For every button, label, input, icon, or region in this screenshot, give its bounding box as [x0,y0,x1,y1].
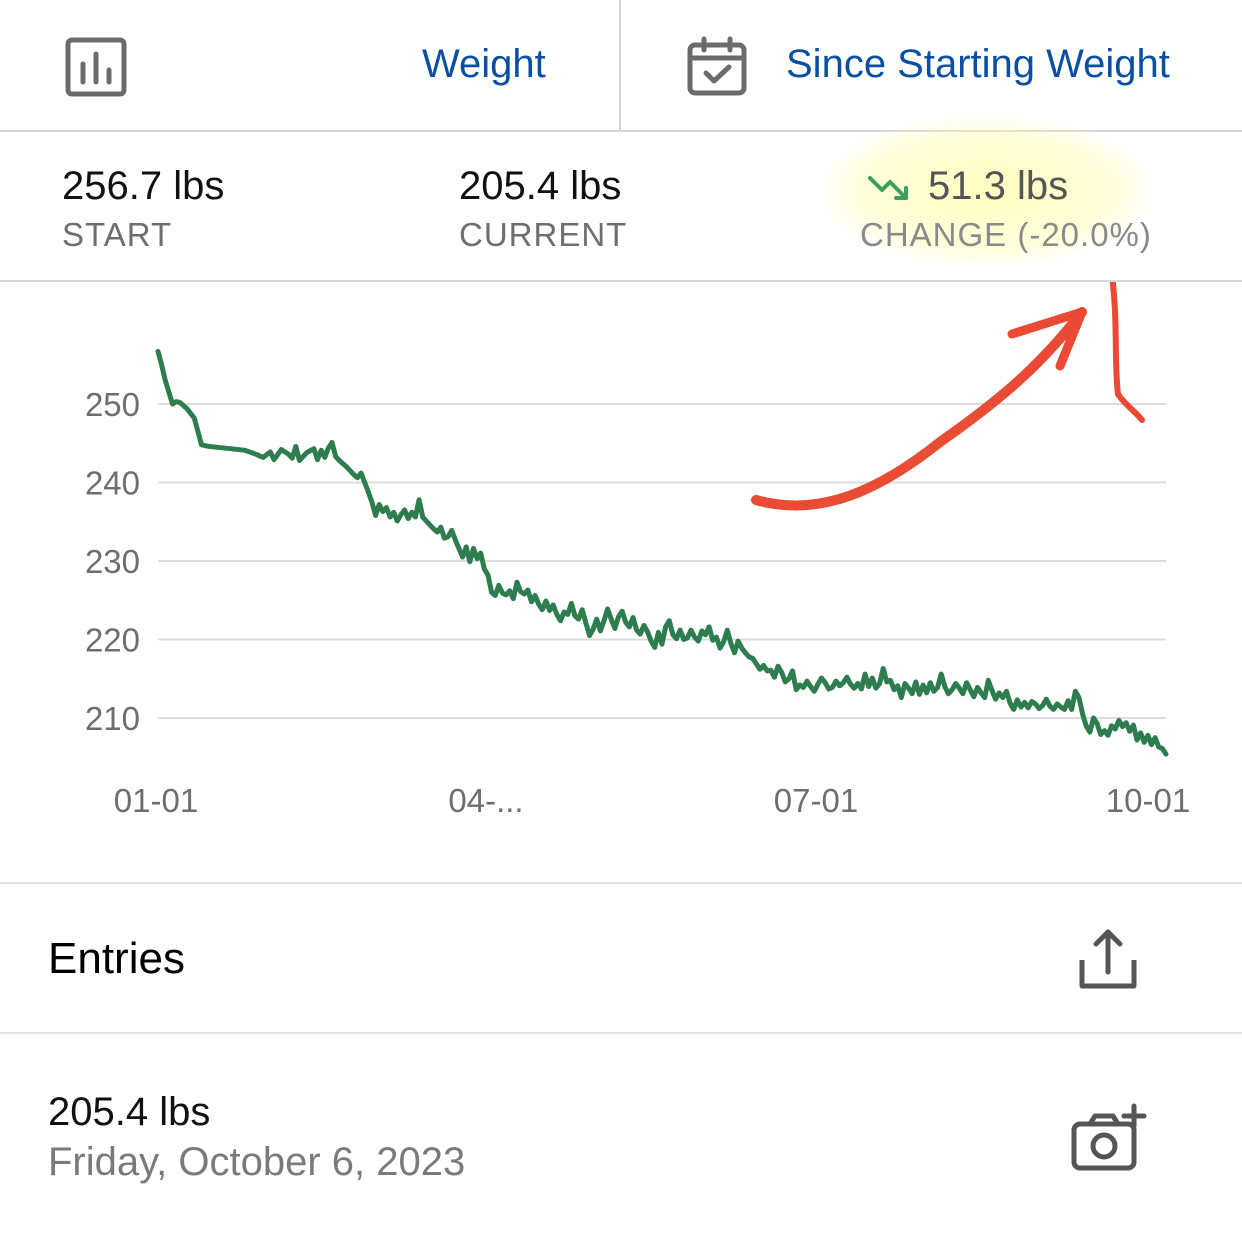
bar-chart-icon[interactable] [64,36,128,98]
y-tick-label: 210 [85,700,140,737]
y-tick-label: 230 [85,543,140,580]
x-tick-label: 07-01 [774,782,858,819]
start-weight-value: 256.7 lbs [62,164,225,208]
metric-selector[interactable]: Weight [422,42,546,86]
y-tick-label: 240 [85,465,140,502]
y-tick-label: 220 [85,622,140,659]
x-tick-label: 01-01 [114,782,198,819]
annotation-arrow [751,282,1145,511]
start-label: START [62,216,173,253]
header-bar: Weight Since Starting Weight [0,0,1242,132]
entries-header: Entries [0,882,1242,1034]
y-tick-label: 250 [85,386,140,423]
entries-title: Entries [48,934,185,983]
highlighter-mark [826,118,1148,264]
trend-down-icon [868,172,912,202]
add-photo-icon[interactable] [1068,1102,1152,1176]
current-label: CURRENT [459,216,628,253]
header-divider [619,0,621,130]
entry-date: Friday, October 6, 2023 [48,1140,466,1184]
weight-series-line [155,348,1169,757]
entry-weight: 205.4 lbs [48,1090,211,1134]
list-item[interactable]: 205.4 lbs Friday, October 6, 2023 [0,1032,1242,1235]
change-value: 51.3 lbs [928,164,1069,208]
share-icon[interactable] [1072,926,1144,998]
x-tick-label: 04-... [448,782,523,819]
range-selector[interactable]: Since Starting Weight [786,42,1170,86]
calendar-check-icon[interactable] [686,36,748,98]
stats-row: 256.7 lbs START 205.4 lbs CURRENT 51.3 l… [0,132,1242,282]
weight-chart[interactable]: 250 240 230 220 210 01-01 04-... 07-01 10-01 [0,282,1242,882]
current-weight-value: 205.4 lbs [459,164,622,208]
x-tick-label: 10-01 [1106,782,1190,819]
change-label: CHANGE (-20.0%) [860,216,1152,253]
